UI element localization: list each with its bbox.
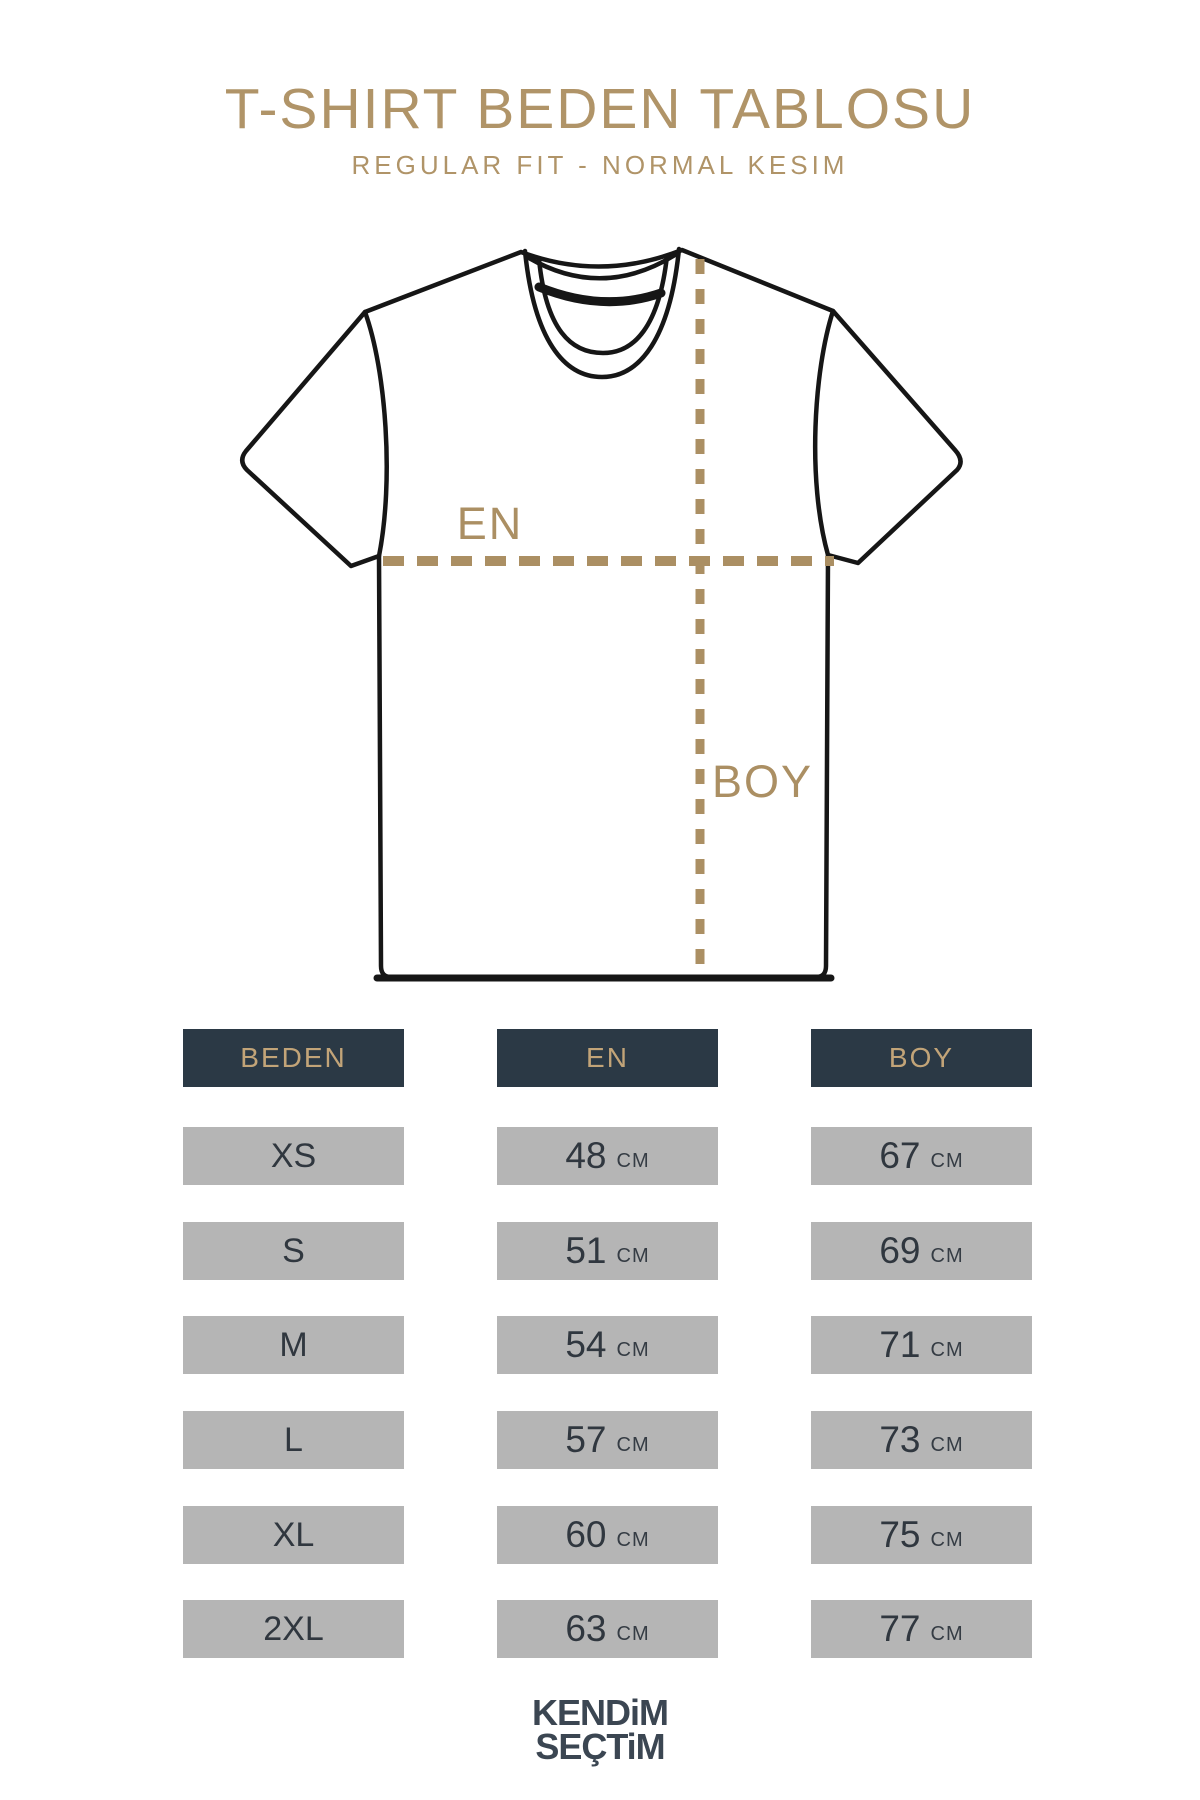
boy-cell: 77 CM: [811, 1600, 1032, 1658]
right-armhole-seam: [812, 308, 836, 558]
unit-label: CM: [616, 1149, 650, 1172]
boy-value: 73: [879, 1419, 921, 1460]
en-cell: 60 CM: [497, 1506, 718, 1564]
en-value: 60: [565, 1514, 607, 1555]
table-row: S 51 CM 69 CM: [0, 1222, 1200, 1280]
unit-label: CM: [930, 1149, 964, 1172]
table-row: L 57 CM 73 CM: [0, 1411, 1200, 1469]
en-value: 48: [565, 1135, 607, 1176]
boy-cell: 67 CM: [811, 1127, 1032, 1185]
en-value: 51: [565, 1230, 607, 1271]
boy-value: 75: [879, 1514, 921, 1555]
header-cell-boy: BOY: [811, 1029, 1032, 1087]
en-cell: 57 CM: [497, 1411, 718, 1469]
size-value: XS: [270, 1137, 317, 1175]
boy-cell: 73 CM: [811, 1411, 1032, 1469]
size-value: XL: [272, 1516, 315, 1554]
size-cell: XS: [183, 1127, 404, 1185]
brand-logo: KENDiM SEÇTiM: [0, 1692, 1200, 1767]
size-value: M: [279, 1326, 308, 1364]
en-value: 57: [565, 1419, 607, 1460]
size-value: 2XL: [263, 1610, 324, 1648]
left-armhole-seam: [362, 309, 389, 559]
width-label: EN: [456, 498, 524, 549]
unit-label: CM: [930, 1622, 964, 1645]
table-row: M 54 CM 71 CM: [0, 1316, 1200, 1374]
unit-label: CM: [930, 1528, 964, 1551]
boy-value: 71: [879, 1324, 921, 1365]
logo-line-1: KENDiM: [532, 1692, 669, 1733]
en-cell: 51 CM: [497, 1222, 718, 1280]
unit-label: CM: [616, 1622, 650, 1645]
en-value: 63: [565, 1608, 607, 1649]
unit-label: CM: [616, 1244, 650, 1267]
boy-value: 69: [879, 1230, 921, 1271]
boy-cell: 75 CM: [811, 1506, 1032, 1564]
header-cell-en: EN: [497, 1029, 718, 1087]
page-subtitle: REGULAR FIT - NORMAL KESIM: [351, 150, 849, 180]
header-cell-beden: BEDEN: [183, 1029, 404, 1087]
collar-shadow: [534, 282, 666, 307]
unit-label: CM: [616, 1433, 650, 1456]
table-row: XL 60 CM 75 CM: [0, 1506, 1200, 1564]
logo-line-2: SEÇTiM: [535, 1726, 665, 1767]
en-cell: 48 CM: [497, 1127, 718, 1185]
size-value: L: [284, 1421, 303, 1459]
unit-label: CM: [930, 1244, 964, 1267]
size-cell: M: [183, 1316, 404, 1374]
unit-label: CM: [616, 1528, 650, 1551]
tshirt-outline: [240, 247, 963, 980]
boy-value: 67: [879, 1135, 921, 1176]
size-value: S: [282, 1232, 305, 1270]
en-value: 54: [565, 1324, 607, 1365]
unit-label: CM: [616, 1338, 650, 1361]
collar-back-seam: [526, 252, 678, 281]
collar-inner: [536, 253, 670, 356]
en-cell: 54 CM: [497, 1316, 718, 1374]
table-row: 2XL 63 CM 77 CM: [0, 1600, 1200, 1658]
boy-cell: 71 CM: [811, 1316, 1032, 1374]
boy-value: 77: [879, 1608, 921, 1649]
unit-label: CM: [930, 1338, 964, 1361]
length-label: BOY: [712, 756, 814, 807]
boy-cell: 69 CM: [811, 1222, 1032, 1280]
en-cell: 63 CM: [497, 1600, 718, 1658]
table-row: XS 48 CM 67 CM: [0, 1127, 1200, 1185]
collar-outer: [522, 246, 682, 380]
page-title: T-SHIRT BEDEN TABLOSU: [224, 77, 976, 141]
size-cell: XL: [183, 1506, 404, 1564]
unit-label: CM: [930, 1433, 964, 1456]
size-cell: S: [183, 1222, 404, 1280]
size-cell: 2XL: [183, 1600, 404, 1658]
size-cell: L: [183, 1411, 404, 1469]
tshirt-diagram: [240, 246, 963, 982]
